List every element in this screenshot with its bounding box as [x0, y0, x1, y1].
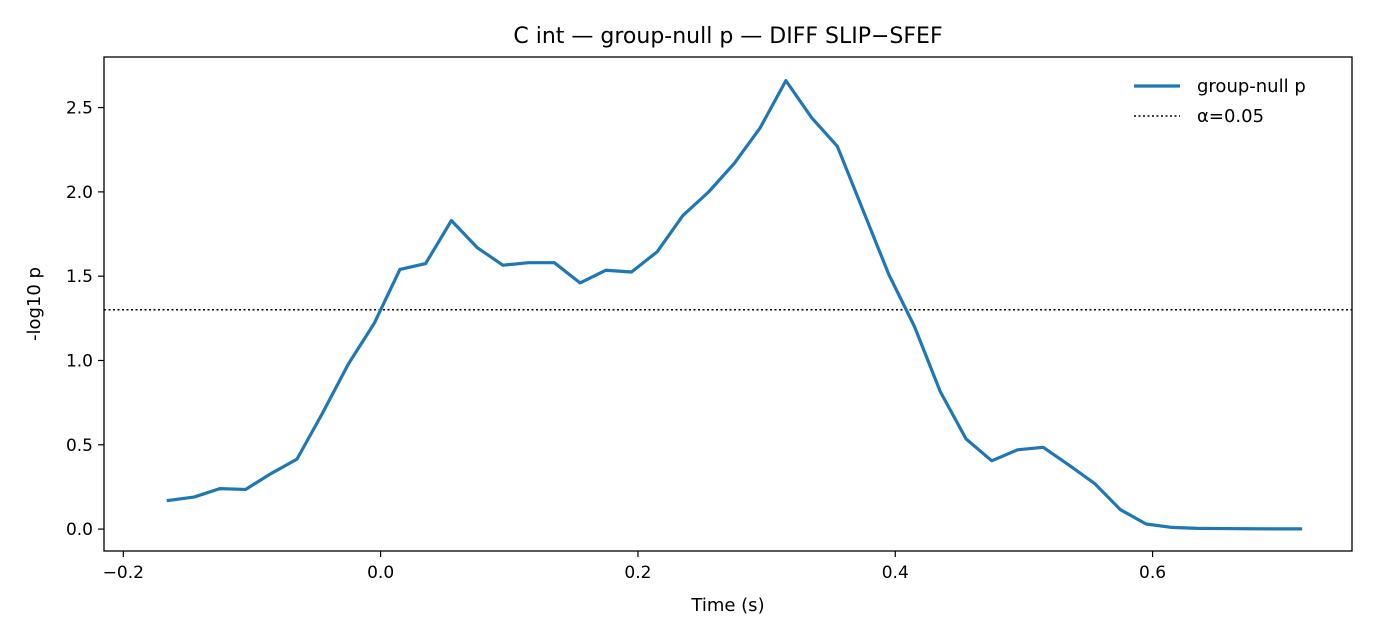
x-tick-label: 0.2 — [624, 563, 651, 583]
y-tick-label: 0.0 — [66, 520, 93, 540]
axes-frame — [103, 56, 1353, 552]
y-axis-label: -log10 p — [24, 267, 45, 341]
chart-title: C int — group-null p — DIFF SLIP−SFEF — [513, 24, 942, 49]
y-tick-label: 2.0 — [66, 183, 93, 203]
y-tick-label: 2.5 — [66, 99, 93, 119]
plot-area — [104, 78, 1352, 531]
y-tick-label: 1.0 — [66, 351, 93, 371]
x-tick-label: 0.4 — [882, 563, 909, 583]
legend-item-alpha-label: α=0.05 — [1197, 106, 1264, 127]
x-tick-label: −0.2 — [103, 563, 144, 583]
series-line-group-null-p — [166, 78, 1303, 531]
x-axis-label: Time (s) — [690, 595, 764, 616]
y-tick-label: 0.5 — [66, 436, 93, 456]
legend: group-null p α=0.05 — [1134, 76, 1306, 127]
y-axis-ticks: 0.0 0.5 1.0 1.5 2.0 2.5 — [66, 99, 104, 540]
x-axis-ticks: −0.2 0.0 0.2 0.4 0.6 — [103, 551, 1166, 583]
y-tick-label: 1.5 — [66, 267, 93, 287]
legend-item-group-null-p-label: group-null p — [1197, 76, 1306, 97]
x-tick-label: 0.6 — [1139, 563, 1166, 583]
x-tick-label: 0.0 — [367, 563, 394, 583]
